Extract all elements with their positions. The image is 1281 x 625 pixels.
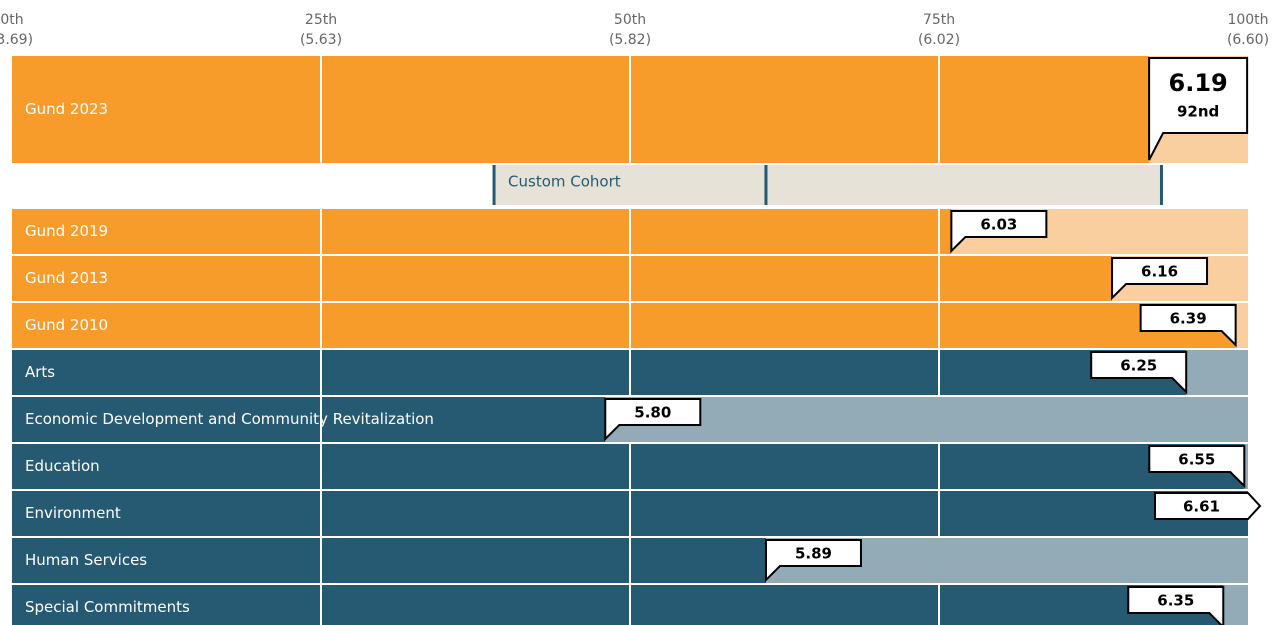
callout bbox=[604, 398, 702, 442]
score-label: 6.35 bbox=[1157, 592, 1194, 610]
score-label: 6.55 bbox=[1178, 451, 1215, 469]
score-label: 6.61 bbox=[1183, 498, 1220, 516]
callout bbox=[764, 539, 862, 583]
score-label: 6.39 bbox=[1170, 310, 1207, 328]
row-label: Special Commitments bbox=[25, 598, 190, 616]
cohort-label: Custom Cohort bbox=[508, 173, 621, 191]
row-label: Education bbox=[25, 457, 100, 475]
row-label: Environment bbox=[25, 504, 121, 522]
x-tick-label: 75th bbox=[923, 12, 955, 28]
bar bbox=[12, 538, 766, 583]
score-label: 6.03 bbox=[980, 216, 1017, 234]
x-tick-label: 0th bbox=[0, 12, 23, 28]
score-label: 6.19 bbox=[1169, 69, 1228, 97]
bar bbox=[12, 585, 1224, 625]
callout bbox=[1127, 586, 1225, 625]
bar bbox=[12, 350, 1187, 395]
x-tick-score: (6.60) bbox=[1227, 32, 1269, 48]
score-label: 6.16 bbox=[1141, 263, 1178, 281]
bar bbox=[12, 397, 606, 442]
bar bbox=[12, 256, 1113, 301]
x-tick-label: 50th bbox=[614, 12, 646, 28]
x-tick-score: (3.69) bbox=[0, 32, 33, 48]
callout bbox=[1111, 257, 1209, 301]
callout bbox=[1148, 445, 1246, 489]
callout bbox=[950, 210, 1048, 254]
x-tick-label: 100th bbox=[1227, 12, 1268, 28]
callout bbox=[1154, 492, 1262, 520]
bar bbox=[12, 209, 952, 254]
callout bbox=[1139, 304, 1237, 348]
percentile-label: 92nd bbox=[1177, 103, 1219, 121]
row-label: Gund 2013 bbox=[25, 269, 108, 287]
bar bbox=[12, 303, 1236, 348]
row-label: Human Services bbox=[25, 551, 147, 569]
score-label: 5.89 bbox=[795, 545, 832, 563]
row-label: Gund 2019 bbox=[25, 222, 108, 240]
row-label: Gund 2023 bbox=[25, 100, 108, 118]
bar bbox=[12, 56, 1150, 163]
x-tick-score: (5.82) bbox=[609, 32, 651, 48]
cohort-range bbox=[494, 165, 1162, 205]
bar bbox=[12, 444, 1245, 489]
callout bbox=[1090, 351, 1188, 395]
callout bbox=[1148, 57, 1249, 161]
row-label: Economic Development and Community Revit… bbox=[25, 410, 434, 428]
x-tick-score: (5.63) bbox=[300, 32, 342, 48]
row-label: Arts bbox=[25, 363, 55, 381]
x-tick-label: 25th bbox=[305, 12, 337, 28]
x-tick-score: (6.02) bbox=[918, 32, 960, 48]
score-label: 6.25 bbox=[1120, 357, 1157, 375]
row-label: Gund 2010 bbox=[25, 316, 108, 334]
score-label: 5.80 bbox=[634, 404, 671, 422]
